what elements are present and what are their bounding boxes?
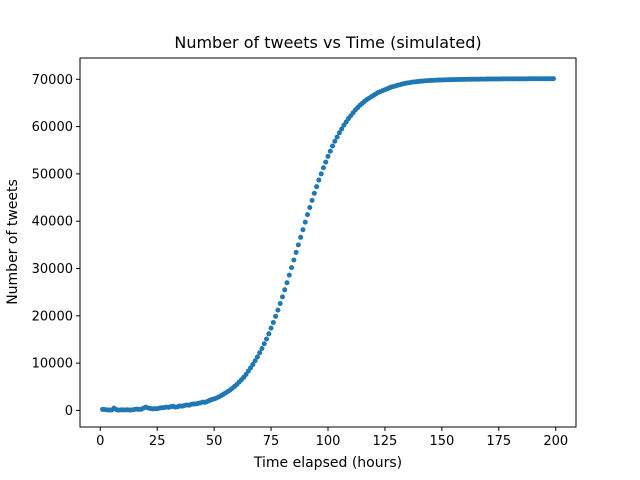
x-tick-label: 0 (96, 434, 104, 449)
data-point (314, 184, 320, 190)
data-point (279, 294, 285, 300)
x-axis-ticks: 0 25 50 75 100 125 150 175 200 (96, 427, 568, 449)
data-point (270, 319, 276, 325)
data-point (293, 249, 299, 255)
data-point (336, 130, 342, 136)
data-point (300, 227, 306, 233)
data-point (302, 219, 308, 225)
x-tick-label: 25 (149, 434, 166, 449)
x-tick-label: 75 (263, 434, 280, 449)
data-point (266, 331, 272, 337)
data-point (289, 265, 295, 271)
y-tick-label: 50000 (32, 167, 73, 182)
data-point (325, 153, 331, 159)
data-point (295, 242, 301, 248)
data-point (257, 350, 263, 356)
x-axis-label: Time elapsed (hours) (253, 455, 402, 471)
data-point (298, 234, 304, 240)
y-tick-label: 60000 (32, 120, 73, 135)
y-tick-label: 40000 (32, 215, 73, 230)
y-tick-label: 10000 (32, 357, 73, 372)
data-point (316, 177, 322, 183)
y-tick-label: 20000 (32, 309, 73, 324)
data-point (264, 336, 270, 342)
x-tick-label: 150 (429, 434, 454, 449)
data-point (309, 197, 315, 203)
y-axis-ticks: 0 10000 20000 30000 40000 50000 60000 70000 (32, 73, 80, 419)
data-point (284, 280, 290, 286)
y-axis-label: Number of tweets (5, 179, 21, 305)
x-tick-label: 125 (373, 434, 398, 449)
data-point (259, 345, 265, 351)
chart-title: Number of tweets vs Time (simulated) (174, 33, 481, 52)
data-point (320, 165, 326, 171)
x-tick-label: 50 (206, 434, 223, 449)
data-point (275, 307, 281, 313)
data-point (339, 126, 345, 132)
y-tick-label: 70000 (32, 73, 73, 88)
data-point (327, 148, 333, 154)
data-point (250, 362, 256, 368)
y-tick-label: 30000 (32, 262, 73, 277)
data-point (323, 159, 329, 165)
data-point (550, 76, 556, 82)
x-tick-label: 175 (486, 434, 511, 449)
data-point (252, 358, 258, 364)
data-point (311, 190, 317, 196)
data-point (330, 143, 336, 149)
data-point (307, 204, 313, 210)
data-point (261, 341, 267, 347)
data-point (273, 313, 279, 319)
data-point (318, 171, 324, 177)
data-point (332, 138, 338, 144)
data-point (305, 212, 310, 218)
x-tick-label: 100 (316, 434, 341, 449)
data-point (286, 272, 292, 278)
data-point (277, 301, 283, 307)
data-point (268, 325, 274, 331)
x-tick-label: 200 (543, 434, 568, 449)
data-point (291, 257, 297, 263)
data-point (282, 287, 288, 293)
data-point (254, 354, 260, 360)
data-points (100, 76, 556, 413)
data-point (334, 134, 340, 140)
y-tick-label: 0 (65, 404, 73, 419)
